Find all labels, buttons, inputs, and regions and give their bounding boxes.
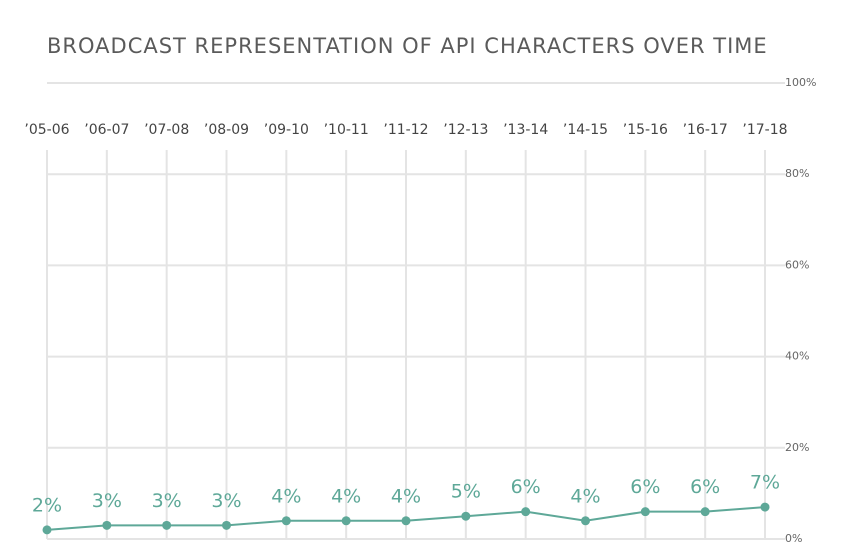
point (640, 507, 650, 517)
chart-title: BROADCAST REPRESENTATION OF API CHARACTE… (47, 34, 768, 58)
value-label: 4% (271, 485, 301, 507)
point (700, 507, 710, 517)
value-label: 4% (391, 485, 421, 507)
point (401, 516, 411, 526)
point (461, 511, 471, 521)
value-label: 3% (211, 490, 241, 512)
value-label: 6% (690, 476, 720, 498)
value-label: 2% (32, 494, 62, 516)
value-label: 6% (511, 476, 541, 498)
x-tick-label: ’13-14 (503, 122, 548, 138)
value-label: 4% (331, 485, 361, 507)
x-tick-label: ’15-16 (623, 122, 668, 138)
x-tick-label: ’08-09 (204, 122, 249, 138)
point (42, 525, 52, 535)
value-label: 5% (451, 481, 481, 503)
y-tick-label: 20% (785, 441, 809, 454)
y-tick-label: 0% (785, 532, 802, 545)
y-tick-label: 100% (785, 76, 816, 89)
value-label: 6% (630, 476, 660, 498)
point (521, 507, 531, 517)
value-label: 3% (152, 490, 182, 512)
point (760, 502, 770, 512)
point (581, 516, 590, 526)
x-tick-label: ’16-17 (683, 122, 728, 138)
value-label: 3% (92, 490, 122, 512)
x-tick-label: ’05-06 (24, 122, 69, 138)
x-tick-label: ’12-13 (443, 122, 488, 138)
x-tick-label: ’06-07 (84, 122, 129, 138)
x-tick-label: ’07-08 (144, 122, 189, 138)
x-tick-label: ’14-15 (563, 122, 608, 138)
value-label: 7% (750, 472, 780, 494)
x-tick-label: ’09-10 (264, 122, 309, 138)
point (162, 520, 172, 530)
x-tick-label: ’11-12 (383, 122, 428, 138)
x-tick-label: ’17-18 (742, 122, 787, 138)
point (281, 516, 291, 526)
point (341, 516, 351, 526)
y-tick-label: 40% (785, 350, 809, 363)
point (102, 520, 112, 530)
value-label: 4% (570, 485, 600, 507)
x-tick-label: ’10-11 (324, 122, 369, 138)
y-tick-label: 80% (785, 167, 809, 180)
point (222, 520, 231, 530)
y-tick-label: 60% (785, 258, 809, 271)
